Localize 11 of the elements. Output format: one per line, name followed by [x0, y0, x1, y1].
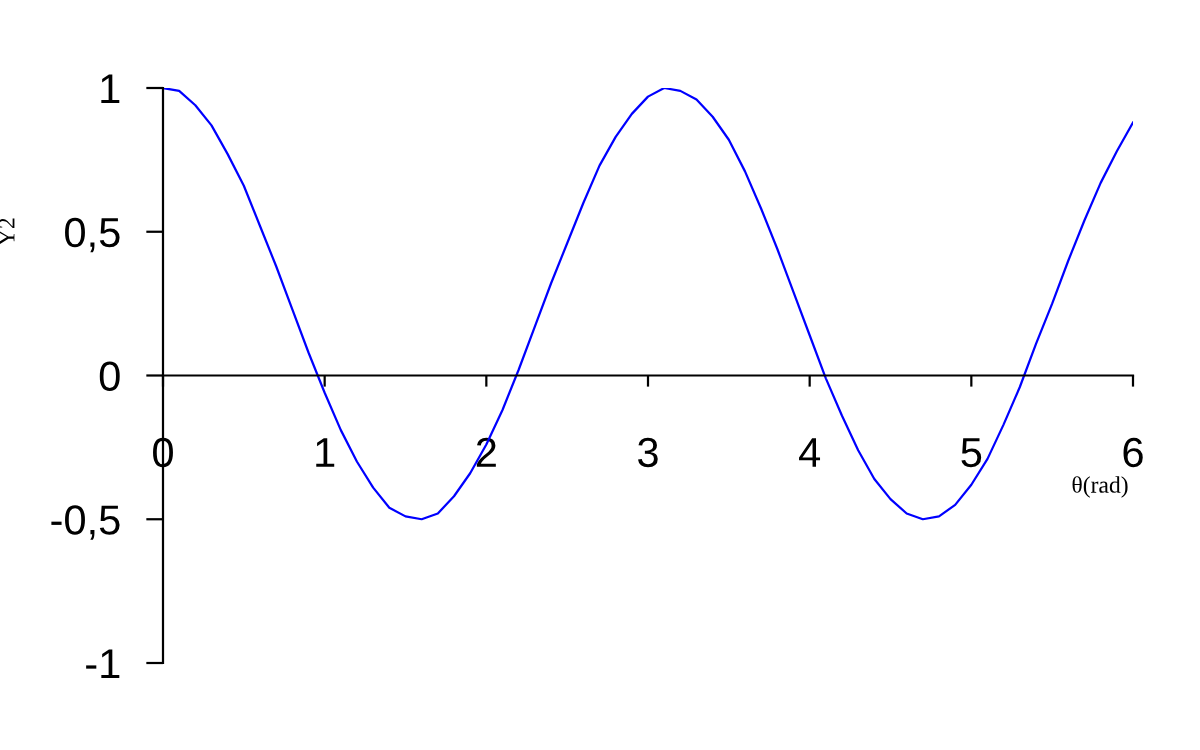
x-axis-title: θ(rad)	[1072, 476, 1128, 498]
y-tick-label: 0,5	[65, 217, 120, 253]
y-tick-label: 1	[101, 74, 120, 104]
x-tick-label: 5	[961, 438, 982, 468]
x-tick-label: 3	[638, 437, 658, 468]
x-tick-label: 4	[799, 438, 821, 467]
y-tick-label: -1	[86, 649, 120, 679]
x-tick-label: 1	[316, 438, 335, 467]
y-tick-label: -0,5	[51, 505, 120, 540]
y-tick-label: 0	[99, 361, 120, 392]
x-tick-label: 6	[1123, 437, 1143, 468]
